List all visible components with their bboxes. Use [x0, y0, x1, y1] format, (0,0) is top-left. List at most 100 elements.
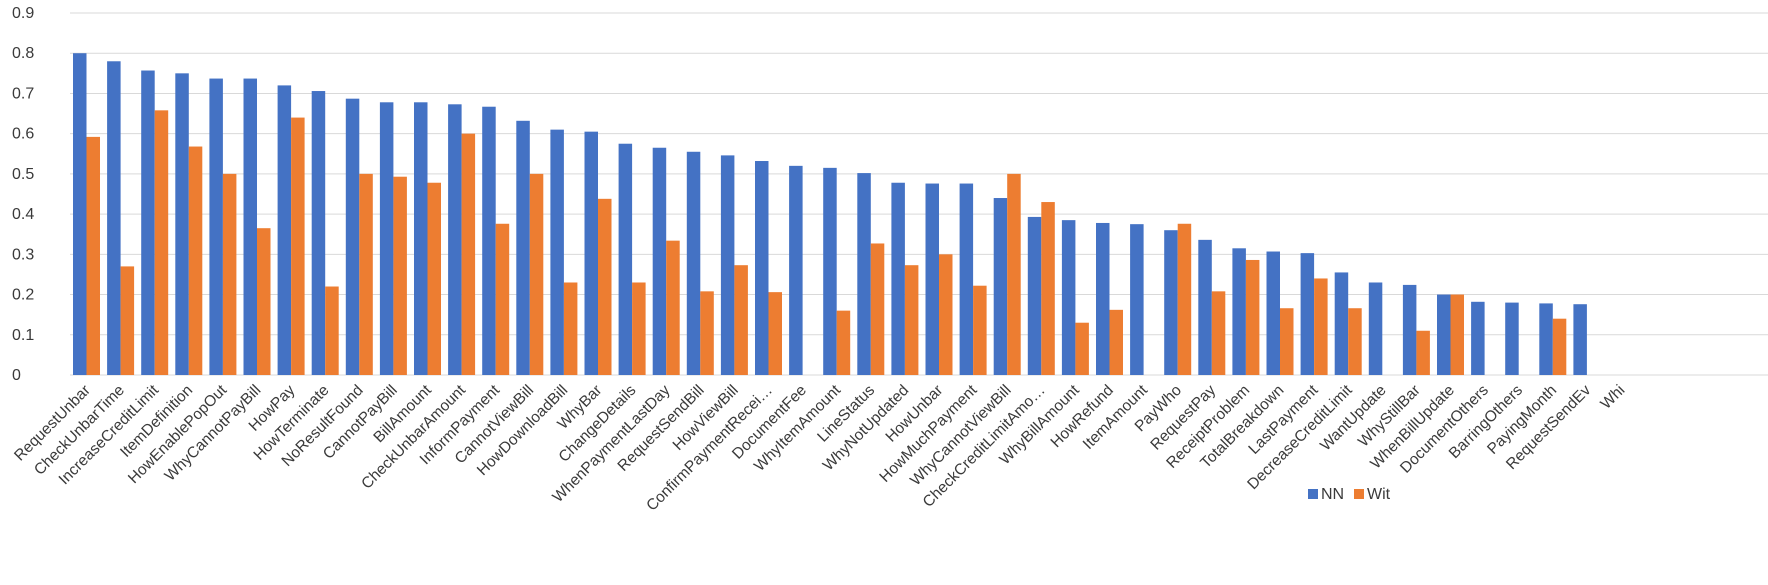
bar-nn	[1198, 239, 1212, 375]
bar-wit	[359, 173, 373, 375]
y-tick-label: 0	[12, 367, 21, 384]
bar-wit	[291, 117, 305, 376]
x-tick-label: Whi	[1597, 382, 1628, 413]
bar-wit	[1177, 223, 1192, 375]
y-tick-label: 0.8	[12, 45, 34, 62]
y-tick-label: 0.4	[12, 206, 34, 223]
legend: NN Wit	[1308, 486, 1391, 503]
y-tick-label: 0.5	[12, 166, 34, 183]
bar-wit	[529, 173, 544, 375]
bar-wit	[836, 310, 851, 375]
bar-nn	[1437, 294, 1451, 375]
legend-swatch-nn	[1308, 489, 1318, 499]
bar-wit	[461, 133, 476, 375]
bar-wit	[120, 266, 135, 375]
bar-nn	[1471, 301, 1485, 375]
legend-label-wit: Wit	[1367, 486, 1391, 503]
bar-wit	[1075, 322, 1089, 375]
bar-nn	[107, 61, 121, 376]
bars	[73, 53, 1587, 376]
legend-swatch-wit	[1354, 489, 1364, 499]
bar-nn	[1266, 251, 1280, 375]
legend-label-nn: NN	[1321, 486, 1344, 503]
bar-wit	[427, 182, 441, 375]
bar-nn	[1368, 282, 1383, 375]
bar-wit	[393, 176, 407, 375]
bar-wit	[1109, 309, 1123, 375]
bar-nn	[755, 161, 769, 375]
bar-nn	[1130, 224, 1144, 375]
bar-nn	[891, 182, 905, 375]
bar-nn	[345, 98, 360, 375]
bar-nn	[1402, 284, 1417, 375]
bar-wit	[904, 265, 919, 375]
bar-nn	[1232, 248, 1246, 375]
bar-wit	[1245, 259, 1260, 375]
bar-nn	[209, 78, 223, 375]
bar-nn	[1539, 303, 1553, 375]
y-axis-tick-labels: 0 0.1 0.2 0.3 0.4 0.5 0.6 0.7 0.8 0.9	[12, 5, 34, 384]
bar-nn	[379, 102, 394, 375]
bar-nn	[73, 53, 87, 375]
bar-nn	[175, 73, 189, 375]
y-tick-label: 0.6	[12, 126, 34, 143]
bar-wit	[666, 240, 680, 375]
bar-wit	[1280, 308, 1294, 375]
bar-nn	[720, 155, 735, 375]
bar-wit	[86, 136, 100, 375]
bar-nn	[1573, 304, 1587, 375]
bar-wit	[154, 110, 169, 376]
bar-nn	[243, 78, 257, 375]
bar-nn	[959, 183, 974, 375]
bar-wit	[1007, 173, 1021, 375]
bar-nn	[993, 198, 1008, 375]
bar-wit	[188, 146, 203, 375]
bar-nn	[448, 104, 462, 375]
bar-nn	[652, 147, 667, 375]
bar-wit	[700, 291, 714, 375]
bar-nn	[686, 151, 701, 375]
y-tick-label: 0.2	[12, 287, 34, 304]
bar-wit	[1041, 202, 1055, 375]
bar-nn	[482, 106, 496, 376]
bar-nn	[414, 102, 428, 375]
bar-wit	[1416, 330, 1430, 375]
bar-nn	[789, 165, 803, 375]
bar-wit	[768, 292, 782, 375]
bar-nn	[1505, 302, 1519, 375]
bar-nn	[857, 173, 871, 375]
bar-nn	[516, 120, 530, 375]
bar-wit	[222, 173, 237, 375]
bar-nn	[1096, 222, 1110, 375]
bar-wit	[1348, 308, 1362, 375]
bar-wit	[1211, 291, 1226, 375]
bar-nn	[1027, 216, 1042, 375]
bar-nn	[277, 85, 292, 376]
bar-nn	[1164, 230, 1178, 375]
y-tick-label: 0.3	[12, 246, 34, 263]
bar-nn	[584, 131, 598, 375]
bar-wit	[1450, 294, 1464, 375]
bar-wit	[734, 265, 748, 375]
bar-wit	[563, 282, 578, 375]
y-tick-label: 0.9	[12, 5, 34, 22]
bar-nn	[823, 167, 837, 375]
bar-nn	[1334, 272, 1349, 375]
bar-wit	[939, 254, 953, 375]
bar-wit	[257, 228, 271, 375]
bar-nn	[618, 143, 633, 375]
bar-wit	[870, 243, 885, 375]
bar-wit	[325, 286, 339, 375]
bar-wit	[973, 285, 987, 375]
bar-wit	[632, 282, 646, 375]
bar-nn	[1300, 253, 1315, 375]
bar-nn	[925, 183, 939, 375]
bar-wit	[1314, 278, 1328, 375]
bar-wit	[495, 223, 510, 375]
bar-nn	[141, 70, 155, 376]
y-tick-label: 0.1	[12, 327, 34, 344]
bar-wit	[1552, 318, 1567, 375]
bar-nn	[550, 129, 564, 375]
